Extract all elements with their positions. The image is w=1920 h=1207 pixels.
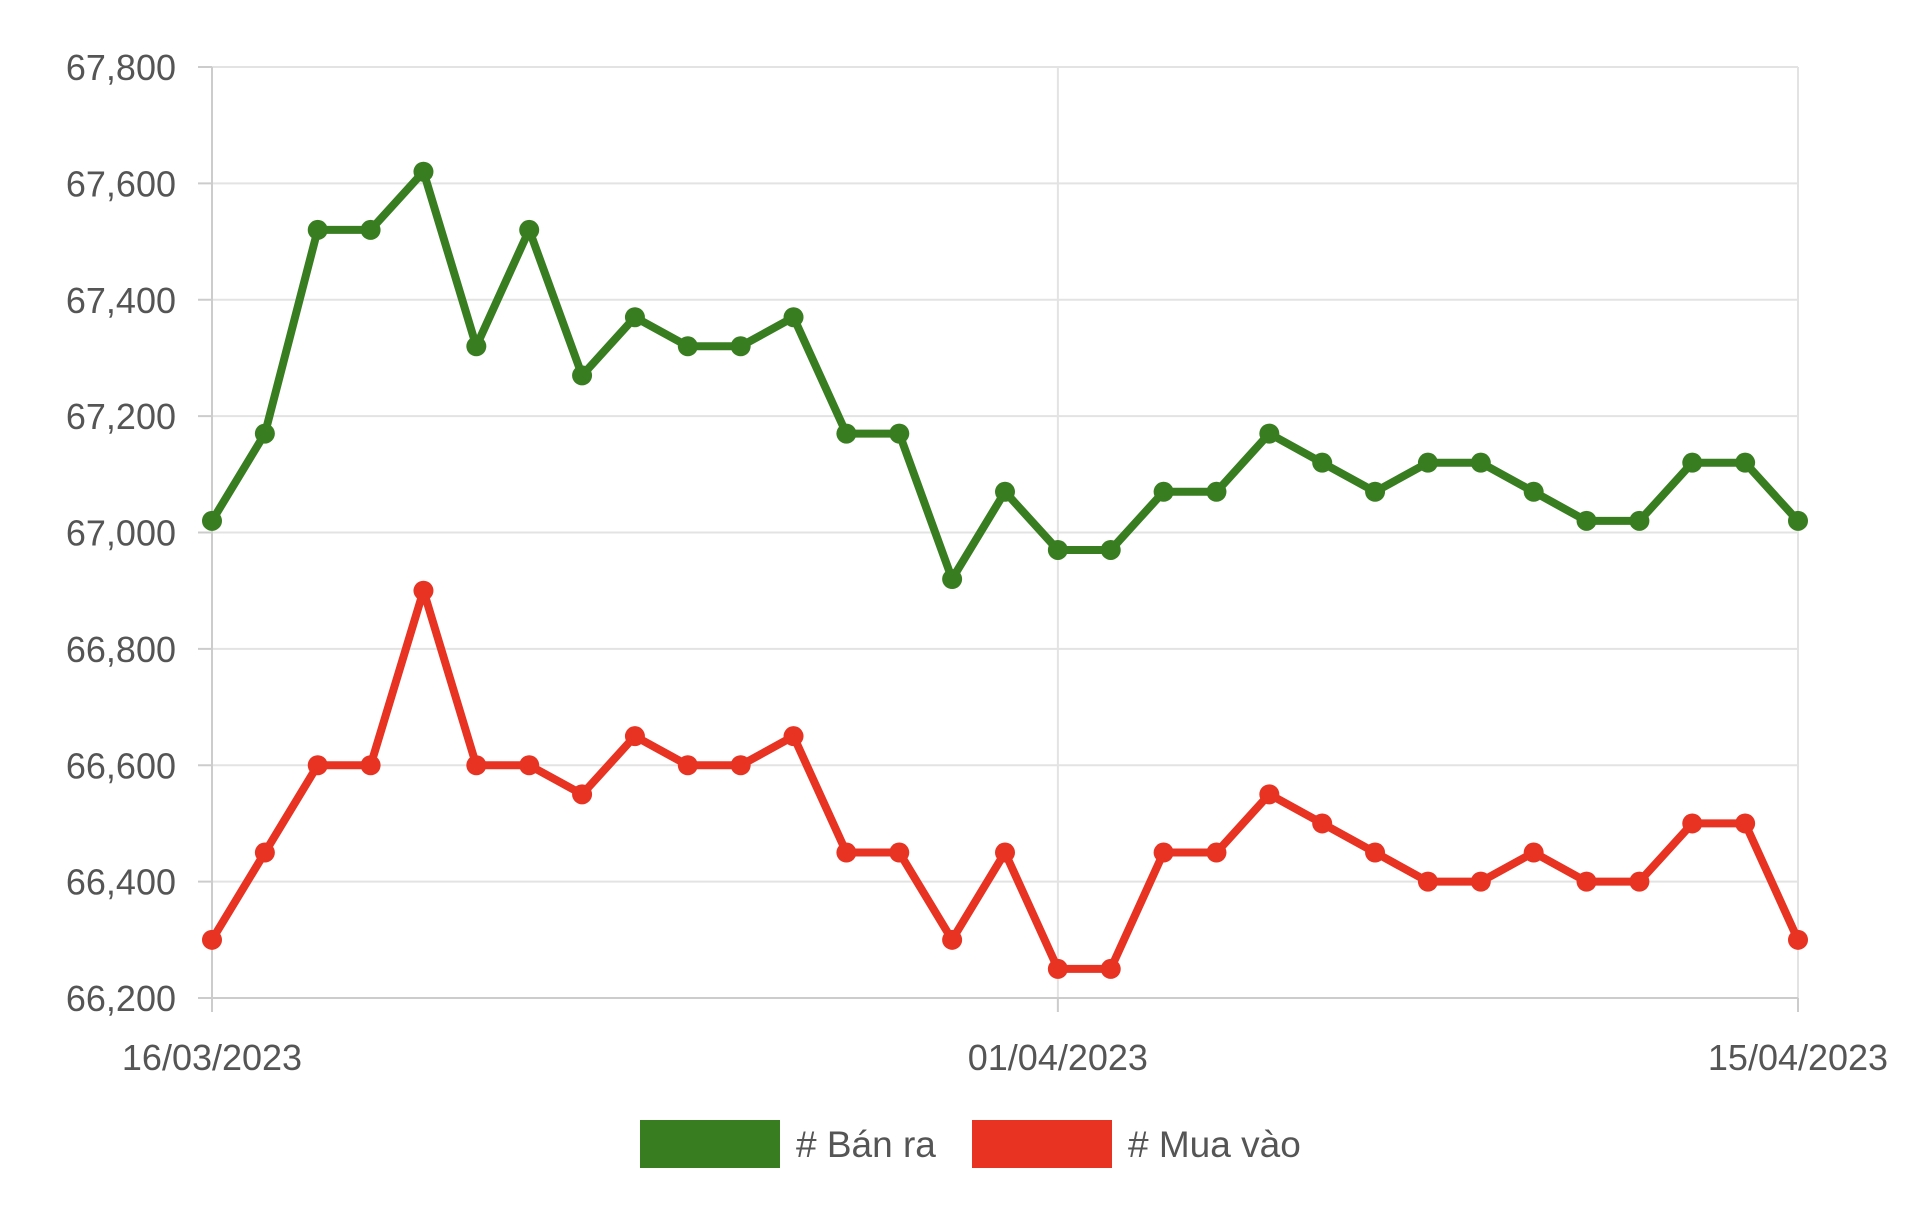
- data-point: [783, 307, 804, 328]
- data-point: [572, 784, 593, 805]
- series-1: [202, 161, 1808, 590]
- data-point: [1470, 452, 1491, 473]
- data-point: [995, 481, 1015, 502]
- data-point: [1206, 842, 1227, 863]
- data-point: [942, 569, 963, 590]
- data-point: [360, 755, 381, 776]
- data-point: [1365, 842, 1386, 863]
- legend-item-2[interactable]: # Mua vào: [972, 1120, 1301, 1168]
- series-line: [208, 167, 1802, 583]
- data-point: [1153, 481, 1174, 502]
- data-point: [730, 755, 751, 776]
- data-point: [1788, 929, 1808, 950]
- data-point: [783, 726, 804, 747]
- legend-label: # Mua vào: [1128, 1124, 1301, 1165]
- x-axis-labels: 16/03/2023 01/04/2023 15/04/2023: [122, 1037, 1888, 1078]
- data-point: [1417, 871, 1438, 892]
- data-point: [942, 929, 963, 950]
- data-point: [836, 423, 857, 444]
- data-point: [889, 423, 910, 444]
- legend[interactable]: # Bán ra # Mua vào: [640, 1120, 1301, 1168]
- data-point: [1523, 481, 1544, 502]
- series-line: [208, 586, 1802, 973]
- data-point: [1682, 452, 1703, 473]
- data-point: [572, 365, 593, 386]
- data-point: [1312, 452, 1333, 473]
- series-2: [202, 580, 1808, 979]
- data-point: [1470, 871, 1491, 892]
- data-point: [730, 336, 751, 357]
- data-point: [677, 336, 698, 357]
- data-point: [413, 161, 434, 182]
- data-point: [202, 510, 222, 531]
- data-point: [519, 755, 540, 776]
- y-tick-label: 67,800: [66, 47, 176, 88]
- data-point: [1047, 958, 1068, 979]
- data-point: [677, 755, 698, 776]
- data-point: [254, 423, 275, 444]
- x-tick-label: 16/03/2023: [122, 1037, 302, 1078]
- data-point: [1259, 784, 1280, 805]
- data-point: [254, 842, 275, 863]
- data-point: [1206, 481, 1227, 502]
- legend-label: # Bán ra: [796, 1124, 936, 1165]
- y-tick-label: 66,400: [66, 862, 176, 903]
- data-point: [413, 580, 434, 601]
- data-point: [1047, 539, 1068, 560]
- legend-swatch: [972, 1120, 1112, 1168]
- y-tick-label: 66,600: [66, 745, 176, 786]
- data-point: [1629, 510, 1650, 531]
- y-tick-label: 66,200: [66, 978, 176, 1019]
- data-point: [466, 755, 487, 776]
- data-point: [1100, 539, 1121, 560]
- data-point: [1523, 842, 1544, 863]
- data-point: [836, 842, 857, 863]
- data-point: [307, 219, 328, 240]
- data-point: [1576, 871, 1597, 892]
- data-point: [519, 219, 540, 240]
- data-point: [1100, 958, 1121, 979]
- data-point: [1576, 510, 1597, 531]
- data-point: [1417, 452, 1438, 473]
- data-point: [1259, 423, 1280, 444]
- data-point: [1629, 871, 1650, 892]
- x-tick-label: 15/04/2023: [1708, 1037, 1888, 1078]
- data-point: [1153, 842, 1174, 863]
- data-point: [466, 336, 487, 357]
- y-tick-label: 66,800: [66, 629, 176, 670]
- legend-item-1[interactable]: # Bán ra: [640, 1120, 936, 1168]
- data-point: [1788, 510, 1808, 531]
- series-layer: [202, 161, 1808, 979]
- y-axis-labels: 66,200 66,400 66,600 66,800 67,000 67,200 67,4…: [66, 47, 176, 1019]
- data-point: [1682, 813, 1703, 834]
- data-point: [624, 307, 645, 328]
- grid-lines: [198, 66, 1799, 1012]
- data-point: [995, 842, 1015, 863]
- data-point: [202, 929, 222, 950]
- legend-swatch: [640, 1120, 780, 1168]
- x-tick-label: 01/04/2023: [968, 1037, 1148, 1078]
- data-point: [1735, 452, 1756, 473]
- data-point: [307, 755, 328, 776]
- data-point: [1365, 481, 1386, 502]
- data-point: [1735, 813, 1756, 834]
- y-tick-label: 67,000: [66, 513, 176, 554]
- y-tick-label: 67,200: [66, 396, 176, 437]
- data-point: [889, 842, 910, 863]
- data-point: [624, 726, 645, 747]
- y-tick-label: 67,600: [66, 163, 176, 204]
- y-tick-label: 67,400: [66, 280, 176, 321]
- data-point: [360, 219, 381, 240]
- data-point: [1312, 813, 1333, 834]
